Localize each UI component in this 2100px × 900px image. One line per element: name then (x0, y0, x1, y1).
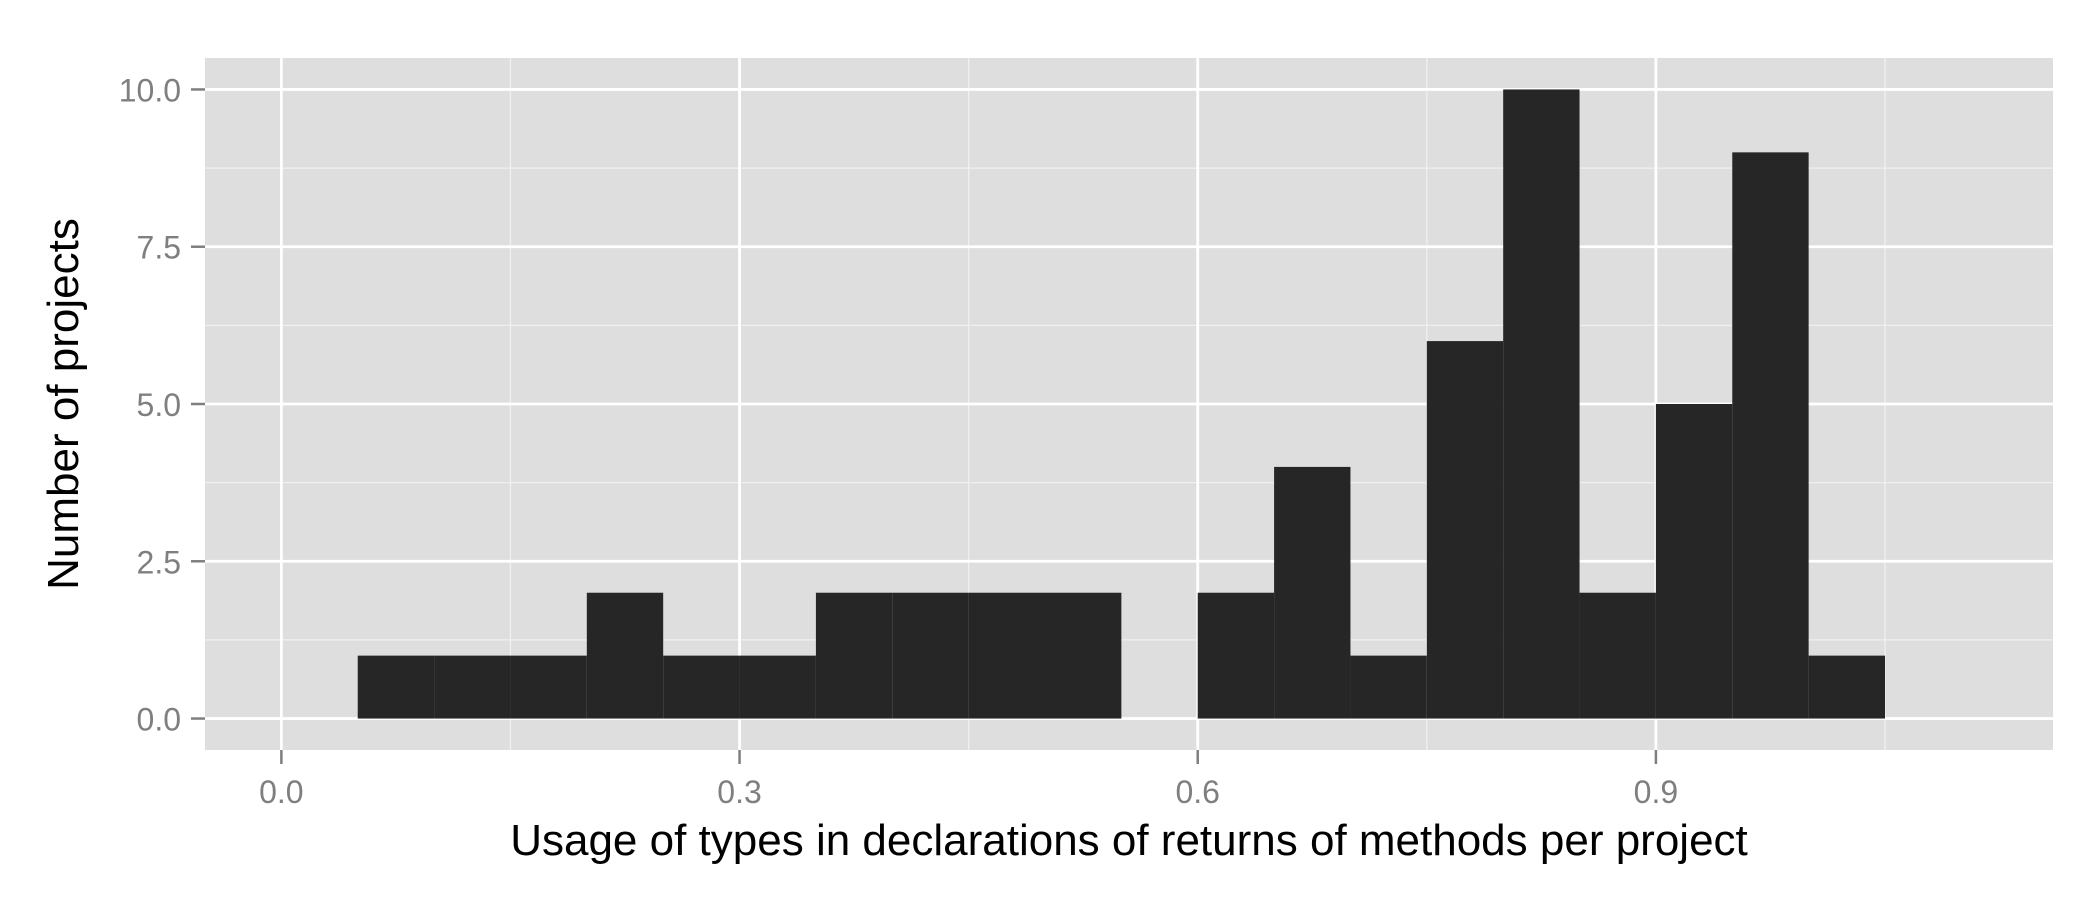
x-tick-label: 0.9 (1634, 774, 1678, 810)
histogram-bar (510, 655, 587, 719)
histogram-bar (1197, 592, 1275, 719)
y-tick-label: 2.5 (137, 544, 181, 580)
histogram-bar (1655, 404, 1733, 719)
y-axis-ticks: 0.0 2.5 5.0 7.5 10.0 (119, 72, 205, 738)
y-axis-title: Number of projects (39, 218, 88, 590)
y-tick-label: 7.5 (137, 230, 181, 266)
histogram-bar (1350, 655, 1427, 719)
histogram-bar (1426, 341, 1504, 719)
histogram-bar (815, 592, 893, 719)
histogram-bars (357, 89, 1885, 719)
histogram-bar (1579, 592, 1656, 719)
histogram-bar (1732, 152, 1809, 719)
x-tick-label: 0.3 (717, 774, 761, 810)
histogram-bar (663, 655, 740, 719)
x-tick-label: 0.6 (1175, 774, 1219, 810)
histogram-bar (892, 592, 969, 719)
histogram-bar (586, 592, 664, 719)
y-tick-label: 0.0 (137, 702, 181, 738)
x-tick-label: 0.0 (259, 774, 303, 810)
histogram-bar (434, 655, 511, 719)
histogram-bar (357, 655, 435, 719)
histogram-bar (1045, 592, 1122, 719)
x-axis-ticks: 0.0 0.3 0.6 0.9 (259, 750, 1678, 810)
histogram-bar (1274, 466, 1351, 719)
histogram-bar (968, 592, 1045, 719)
y-tick-label: 5.0 (137, 387, 181, 423)
y-tick-label: 10.0 (119, 72, 181, 108)
histogram-bar (739, 655, 816, 719)
x-axis-title: Usage of types in declarations of return… (510, 816, 1748, 865)
histogram-bar (1503, 89, 1580, 719)
histogram-bar (1808, 655, 1885, 719)
